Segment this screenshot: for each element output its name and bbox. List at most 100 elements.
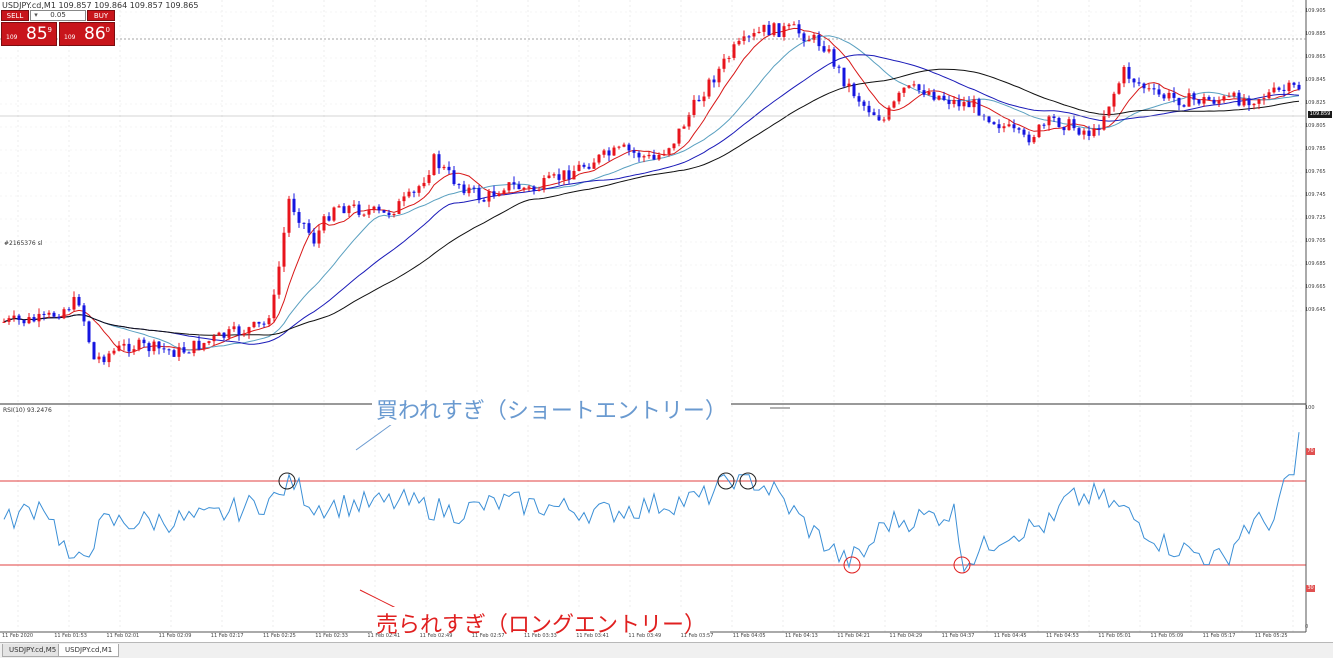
candle-body bbox=[972, 99, 976, 108]
candle-body bbox=[1182, 105, 1186, 107]
candle-body bbox=[1112, 93, 1116, 107]
candle-body bbox=[512, 182, 516, 185]
candle-body bbox=[627, 144, 631, 151]
lot-spinner-icon[interactable]: ▾ bbox=[34, 11, 38, 19]
time-axis-label: 11 Feb 05:17 bbox=[1202, 633, 1236, 639]
candle-body bbox=[917, 84, 921, 91]
candle-body bbox=[187, 352, 191, 354]
candle-body bbox=[857, 96, 861, 102]
candle-body bbox=[572, 170, 576, 180]
candle-body bbox=[1097, 128, 1101, 130]
candle-body bbox=[132, 349, 136, 352]
candle-body bbox=[752, 33, 756, 37]
moving-averages bbox=[3, 27, 1300, 354]
candle-body bbox=[1277, 87, 1281, 90]
candle-body bbox=[897, 92, 901, 102]
candle-body bbox=[137, 339, 141, 350]
candle-body bbox=[587, 166, 591, 169]
annot-over-pointer bbox=[355, 423, 393, 451]
candle-body bbox=[602, 150, 606, 155]
candle-body bbox=[1257, 99, 1261, 104]
time-axis-label: 11 Feb 02:41 bbox=[367, 633, 401, 639]
candle-body bbox=[992, 122, 996, 125]
candle-body bbox=[652, 154, 656, 160]
sell-price-button[interactable]: 109 85 9 bbox=[1, 22, 57, 46]
candle-body bbox=[847, 83, 851, 87]
candle-body bbox=[1012, 124, 1016, 129]
candle-body bbox=[777, 23, 781, 37]
current-price-tag: 109.859 bbox=[1308, 111, 1332, 118]
chart-grid bbox=[0, 0, 1306, 632]
annotation-overbought: 買われすぎ（ショートエントリー） bbox=[372, 393, 731, 425]
candle-body bbox=[852, 83, 856, 97]
candle-body bbox=[1177, 97, 1181, 106]
annotation-oversold: 売られすぎ（ロングエントリー） bbox=[372, 607, 711, 639]
candle-body bbox=[1047, 116, 1051, 126]
candle-body bbox=[387, 212, 391, 216]
price-axis-label: 109.905 bbox=[1305, 8, 1326, 14]
price-axis-label: 109.725 bbox=[1305, 215, 1326, 221]
candle-body bbox=[332, 207, 336, 221]
candle-body bbox=[22, 320, 26, 324]
candle-body bbox=[902, 87, 906, 93]
candle-body bbox=[987, 116, 991, 123]
candle-body bbox=[457, 184, 461, 186]
candle-body bbox=[407, 191, 411, 197]
candle-body bbox=[82, 305, 86, 322]
candle-body bbox=[802, 33, 806, 42]
candle-body bbox=[1292, 82, 1296, 85]
candle-body bbox=[517, 184, 521, 190]
candle-body bbox=[922, 90, 926, 95]
lot-size-input[interactable]: ▾ 0.05 bbox=[30, 10, 86, 21]
candle-body bbox=[717, 68, 721, 83]
candle-body bbox=[172, 350, 176, 357]
candle-body bbox=[7, 318, 11, 322]
candle-body bbox=[442, 166, 446, 169]
candle-body bbox=[657, 154, 661, 160]
candle-body bbox=[142, 339, 146, 344]
candle-body bbox=[1147, 88, 1151, 90]
candle-body bbox=[562, 170, 566, 180]
candle-body bbox=[452, 170, 456, 185]
candle-body bbox=[637, 152, 641, 158]
stop-loss-label: #2165376 sl bbox=[4, 240, 43, 247]
candle-body bbox=[967, 102, 971, 108]
tab-usdjpy-m5[interactable]: USDJPY.cd,M5 bbox=[2, 644, 64, 657]
one-click-trading-panel: SELL ▾ 0.05 BUY 109 85 9 109 86 0 bbox=[1, 10, 115, 46]
candle-body bbox=[247, 327, 251, 334]
candle-body bbox=[297, 212, 301, 223]
candles bbox=[2, 20, 1301, 368]
tab-usdjpy-m1[interactable]: USDJPY.cd,M1 bbox=[58, 644, 120, 657]
time-axis-label: 11 Feb 02:57 bbox=[471, 633, 505, 639]
candle-body bbox=[617, 146, 621, 148]
candle-body bbox=[267, 318, 271, 325]
candle-body bbox=[177, 347, 181, 357]
candle-body bbox=[1077, 128, 1081, 135]
buy-price-button[interactable]: 109 86 0 bbox=[59, 22, 115, 46]
time-axis-label: 11 Feb 04:45 bbox=[993, 633, 1027, 639]
candle-body bbox=[422, 182, 426, 187]
candle-body bbox=[362, 214, 366, 216]
buy-button[interactable]: BUY bbox=[87, 10, 115, 21]
oversold-marker bbox=[843, 556, 861, 574]
time-axis-label: 11 Feb 03:57 bbox=[680, 633, 714, 639]
candle-body bbox=[37, 313, 41, 322]
sell-button[interactable]: SELL bbox=[1, 10, 29, 21]
candle-body bbox=[1202, 97, 1206, 104]
candle-body bbox=[647, 154, 651, 157]
candle-body bbox=[252, 321, 256, 328]
time-axis: 11 Feb 2020 11 Feb 01:53 11 Feb 02:01 11 Fe… bbox=[0, 632, 1309, 641]
candle-body bbox=[882, 119, 886, 121]
candle-body bbox=[87, 321, 91, 343]
candle-body bbox=[702, 96, 706, 102]
candle-body bbox=[907, 85, 911, 88]
candle-body bbox=[1062, 126, 1066, 131]
candle-body bbox=[1212, 99, 1216, 104]
candle-body bbox=[462, 184, 466, 194]
price-axis-label: 109.665 bbox=[1305, 284, 1326, 290]
price-axis-label: 109.785 bbox=[1305, 146, 1326, 152]
candle-body bbox=[682, 126, 686, 129]
candle-body bbox=[832, 49, 836, 67]
rsi-lower-level-tag: 30 bbox=[1306, 585, 1315, 592]
candle-body bbox=[217, 332, 221, 336]
